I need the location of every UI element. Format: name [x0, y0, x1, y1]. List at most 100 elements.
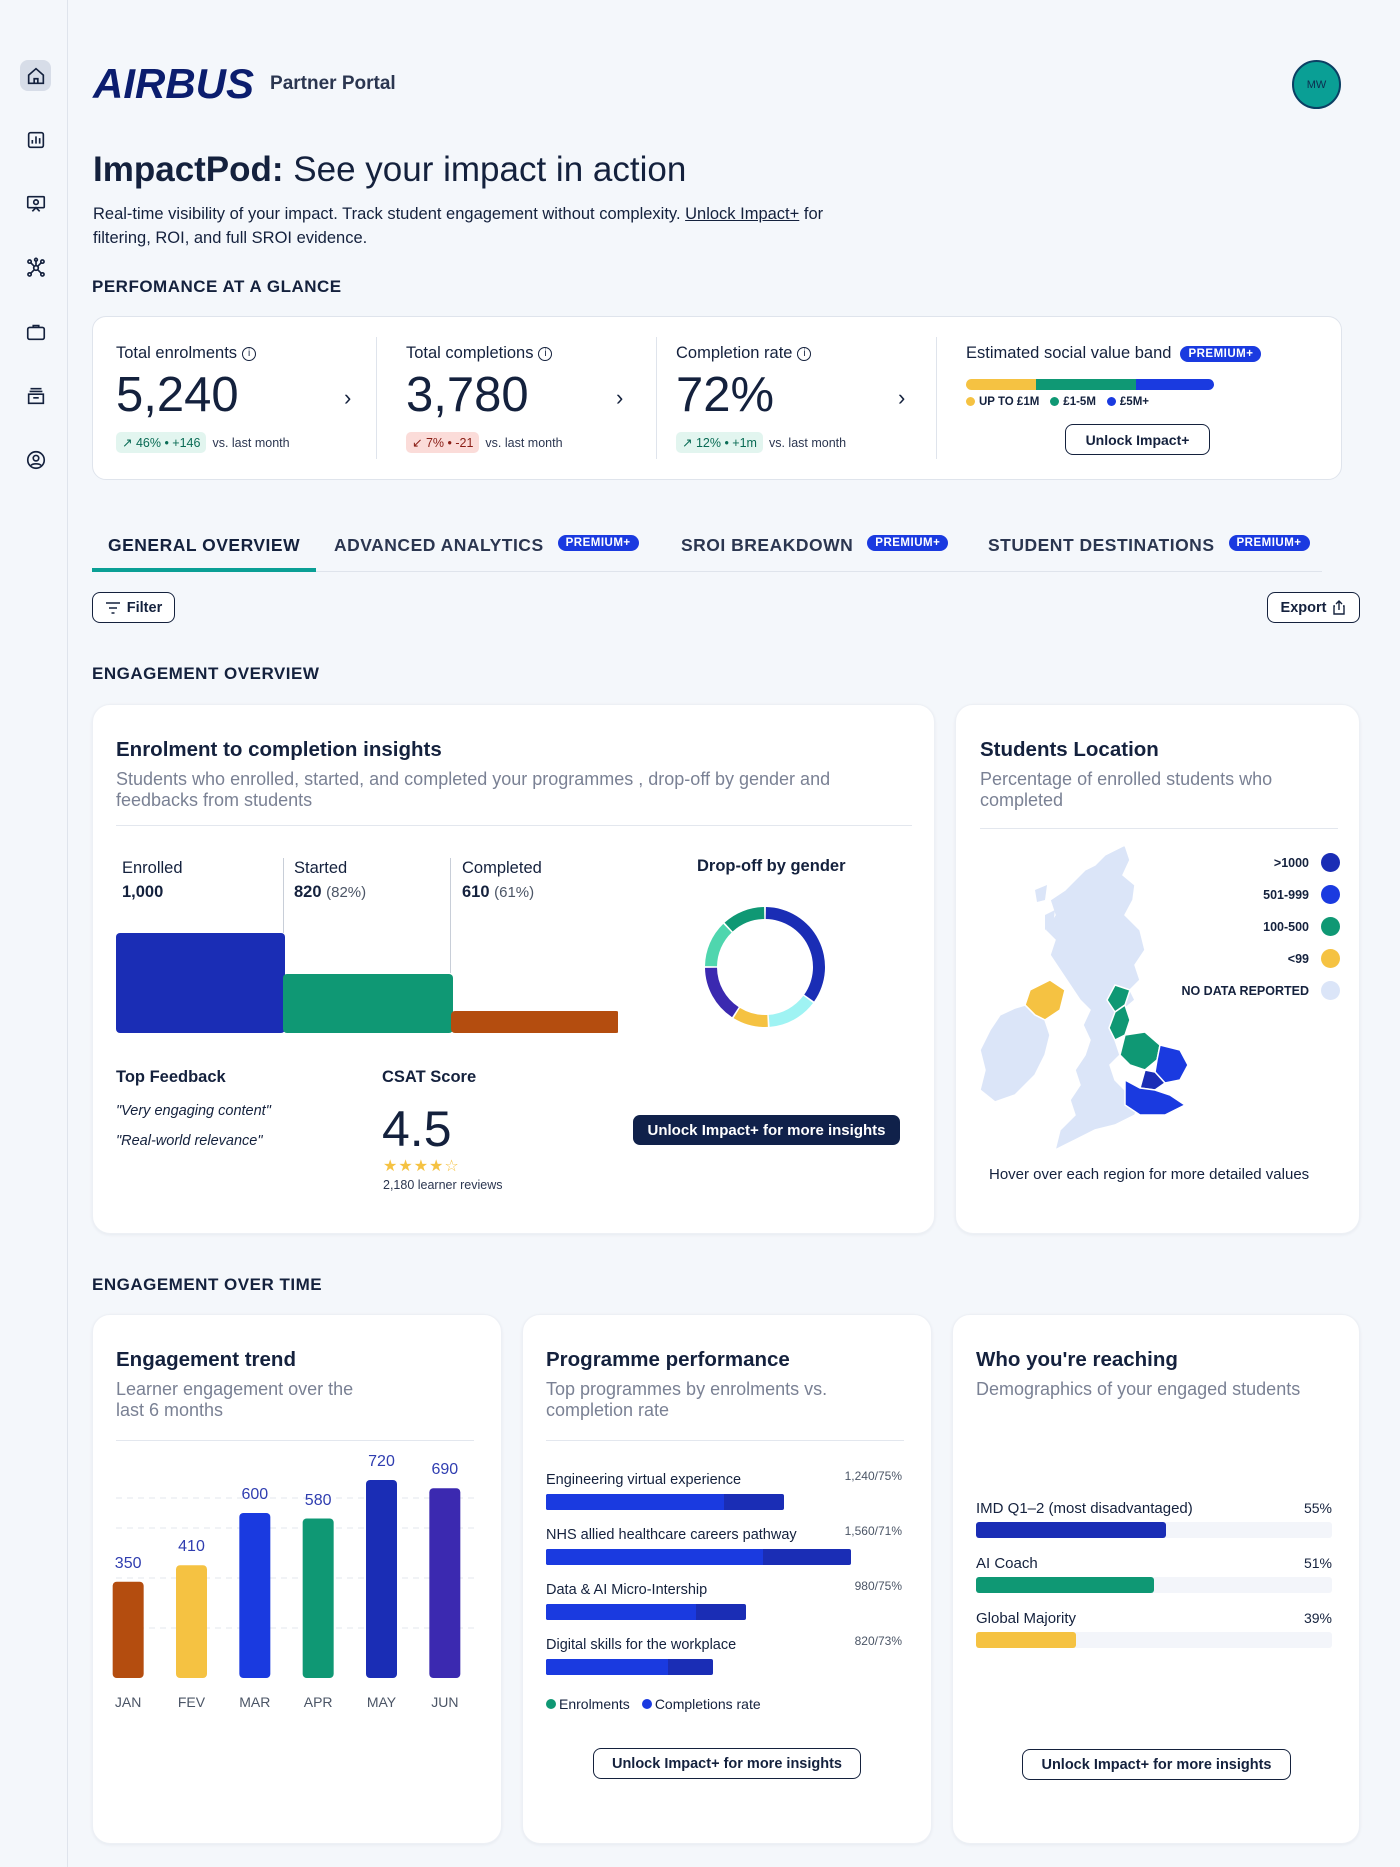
home-icon[interactable] — [20, 60, 51, 91]
tab-label: GENERAL OVERVIEW — [108, 535, 301, 555]
premium-badge: PREMIUM+ — [867, 535, 949, 551]
chevron-right-icon[interactable]: › — [616, 385, 624, 410]
unlock-reach-button[interactable]: Unlock Impact+ for more insights — [1022, 1749, 1291, 1780]
airbus-logo[interactable]: AIRBUS — [93, 60, 255, 107]
info-icon[interactable]: i — [242, 346, 257, 361]
reach-bar[interactable] — [976, 1522, 1166, 1538]
info-icon[interactable]: i — [538, 346, 553, 361]
info-icon[interactable]: i — [797, 346, 812, 361]
legend-dot — [1321, 853, 1340, 872]
kpi-label: Total enrolments i — [116, 344, 257, 363]
funnel-stage: Completed — [462, 859, 542, 877]
bar-chart-icon[interactable] — [20, 124, 51, 155]
unlock-programmes-button[interactable]: Unlock Impact+ for more insights — [593, 1748, 861, 1779]
kpi-delta: ↙ 7% • -21 vs. last month — [406, 432, 563, 453]
chevron-right-icon[interactable]: › — [344, 385, 352, 410]
kpi-value: 3,780 — [406, 368, 529, 422]
island-region[interactable] — [1035, 885, 1047, 902]
briefcase-icon[interactable] — [20, 316, 51, 347]
reach-bar[interactable] — [976, 1632, 1076, 1648]
presentation-icon[interactable] — [20, 188, 51, 219]
legend-dot — [641, 1699, 652, 1709]
trend-value-label: 350 — [114, 1554, 142, 1572]
tab-sroi-breakdown[interactable]: SROI BREAKDOWN PREMIUM+ — [681, 530, 949, 572]
programme-bar[interactable] — [546, 1494, 784, 1510]
east-midlands-region[interactable] — [1119, 1031, 1161, 1071]
filter-icon — [105, 601, 120, 614]
donut-slice[interactable] — [724, 907, 765, 932]
funnel-started-label: Started 820 (82%) — [294, 856, 366, 905]
avatar[interactable]: MW — [1292, 60, 1341, 109]
tab-label: SROI BREAKDOWN — [681, 535, 854, 555]
unlock-impact-button[interactable]: Unlock Impact+ — [1065, 424, 1210, 455]
reach-bar[interactable] — [976, 1577, 1154, 1593]
network-icon[interactable] — [20, 252, 51, 283]
donut-slice[interactable] — [705, 923, 732, 967]
completion-fill — [546, 1494, 725, 1510]
funnel-bar-completed[interactable] — [451, 1011, 618, 1033]
kpi-label-text: Total completions — [406, 344, 534, 362]
ireland-region[interactable] — [979, 1004, 1051, 1103]
kpi-completion-rate[interactable]: Completion rate i 72% › ↗ 12% • +1m vs. la… — [676, 317, 916, 481]
archive-icon[interactable] — [20, 380, 51, 411]
unlock-impact-link[interactable]: Unlock Impact+ — [685, 205, 800, 223]
kpi-total-enrolments[interactable]: Total enrolments i 5,240 › ↗ 46% • +146 vs… — [116, 317, 376, 481]
legend-dot — [1321, 949, 1340, 968]
page-description: Real-time visibility of your impact. Tra… — [93, 202, 833, 250]
insights-title: Enrolment to completion insights — [116, 738, 442, 761]
trend-value-label: 690 — [431, 1461, 459, 1479]
legend-label: <99 — [1287, 951, 1309, 966]
donut-slice[interactable] — [705, 967, 739, 1018]
reach-percent: 51% — [1303, 1555, 1332, 1571]
premium-badge: PREMIUM+ — [1180, 345, 1262, 362]
desc-end: for filtering, ROI, and full SROI eviden… — [93, 205, 824, 247]
trend-month-label: FEV — [177, 1694, 206, 1710]
kpi-total-completions[interactable]: Total completions i 3,780 › ↙ 7% • -21 vs.… — [406, 317, 646, 481]
donut-slice[interactable] — [733, 1007, 768, 1027]
uk-region-map[interactable] — [975, 840, 1235, 1155]
delta-text: 46% • +146 — [135, 436, 201, 450]
export-button[interactable]: Export — [1267, 592, 1360, 623]
tab-general-overview[interactable]: GENERAL OVERVIEW — [92, 530, 317, 572]
unlock-insights-button[interactable]: Unlock Impact+ for more insights — [633, 1115, 900, 1145]
south-east-region[interactable] — [1124, 1078, 1187, 1116]
user-circle-icon[interactable] — [20, 444, 51, 475]
card-divider — [546, 1440, 904, 1441]
premium-badge: PREMIUM+ — [1228, 535, 1310, 551]
funnel-bar-started[interactable] — [283, 973, 453, 1033]
tab-advanced-analytics[interactable]: ADVANCED ANALYTICS PREMIUM+ — [334, 530, 639, 572]
donut-slice[interactable] — [765, 907, 825, 1002]
island-region[interactable] — [1045, 910, 1055, 930]
programme-bar[interactable] — [546, 1549, 852, 1565]
east-england-region[interactable] — [1154, 1044, 1189, 1084]
programme-legend: Enrolments Completions rate — [546, 1696, 761, 1712]
chevron-right-icon[interactable]: › — [898, 385, 906, 410]
great-britain-region[interactable] — [1044, 843, 1146, 1152]
legend-dot — [546, 1699, 556, 1709]
tab-label: STUDENT DESTINATIONS — [988, 535, 1215, 555]
tab-student-destinations[interactable]: STUDENT DESTINATIONS PREMIUM+ — [988, 530, 1310, 572]
trend-month-label: MAY — [366, 1694, 397, 1710]
reach-title: Who you're reaching — [976, 1348, 1178, 1371]
legend-item: Enrolments — [546, 1696, 630, 1712]
london-region[interactable] — [1139, 1069, 1167, 1091]
legend-label: Enrolments — [559, 1696, 630, 1712]
programme-bar[interactable] — [546, 1659, 714, 1675]
kpi-label-text: Completion rate — [676, 344, 793, 362]
kpi-label: Completion rate i — [676, 344, 812, 363]
location-subtitle: Percentage of enrolled students who comp… — [980, 769, 1273, 810]
programme-bar[interactable] — [546, 1604, 746, 1620]
kpi-divider — [656, 337, 657, 459]
share-icon — [1333, 600, 1346, 615]
dropoff-donut-chart[interactable] — [696, 898, 834, 1036]
band-segment-mid — [1036, 379, 1136, 390]
trend-value-label: 410 — [178, 1538, 205, 1556]
funnel-bar-enrolled[interactable] — [116, 933, 285, 1033]
desc-start: Real-time visibility of your impact. Tra… — [93, 205, 686, 223]
portal-name: Partner Portal — [270, 73, 396, 94]
location-card — [955, 704, 1360, 1234]
delta-note: vs. last month — [768, 435, 847, 450]
donut-slice[interactable] — [768, 995, 814, 1027]
filter-button[interactable]: Filter — [92, 592, 175, 623]
funnel-stage: Enrolled — [122, 859, 183, 877]
